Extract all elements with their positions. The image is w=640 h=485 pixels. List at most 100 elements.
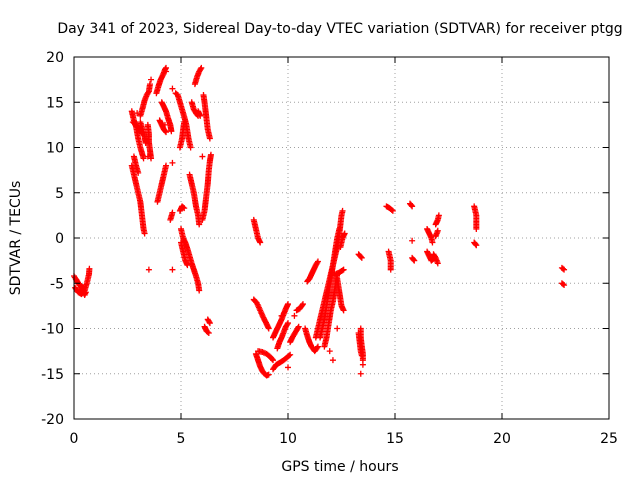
data-point <box>473 242 480 249</box>
data-point <box>265 371 272 378</box>
data-point-isolated <box>144 153 151 160</box>
data-point <box>181 119 188 126</box>
data-point-isolated <box>278 312 285 319</box>
data-point <box>358 352 365 359</box>
data-point <box>410 256 417 263</box>
data-point <box>148 155 155 162</box>
x-tick-label: 25 <box>600 431 618 447</box>
data-point <box>429 239 436 246</box>
data-point <box>339 267 346 274</box>
data-point <box>287 351 294 358</box>
data-point-isolated <box>357 370 364 377</box>
axis-ticks <box>73 56 610 420</box>
data-point <box>206 318 213 325</box>
data-point <box>257 239 264 246</box>
data-point-isolated <box>161 121 168 128</box>
y-tick-label: -5 <box>50 276 64 292</box>
data-point <box>184 262 191 269</box>
y-tick-label: -15 <box>41 367 64 383</box>
data-point <box>358 254 365 261</box>
y-tick-label: 10 <box>46 141 64 157</box>
data-point <box>561 282 568 289</box>
data-point <box>79 284 86 291</box>
data-point <box>285 320 291 327</box>
y-tick-label: 15 <box>46 95 64 111</box>
data-point <box>409 203 416 210</box>
data-point <box>434 260 441 267</box>
data-point-isolated <box>409 237 416 244</box>
data-point <box>205 330 212 337</box>
data-point <box>434 227 441 234</box>
data-point <box>358 254 365 261</box>
data-point-isolated <box>169 159 176 166</box>
data-point <box>286 352 293 359</box>
data-point-isolated <box>134 110 141 117</box>
data-point <box>314 343 321 350</box>
data-point-isolated <box>359 361 366 368</box>
data-point <box>162 128 169 135</box>
data-point <box>187 144 194 151</box>
x-tick-label: 5 <box>177 431 186 447</box>
data-point <box>340 307 347 314</box>
data-points <box>71 64 568 379</box>
data-point <box>145 89 152 96</box>
data-point-isolated <box>334 325 341 332</box>
data-point <box>295 323 302 330</box>
data-point <box>163 162 170 169</box>
data-point <box>168 128 175 135</box>
data-point <box>270 357 277 364</box>
data-point <box>197 112 204 119</box>
data-point <box>80 284 87 291</box>
y-tick-label: 20 <box>46 50 64 66</box>
data-point <box>341 230 348 237</box>
data-point <box>169 209 176 216</box>
y-tick-label: -10 <box>41 322 64 338</box>
data-point <box>340 266 347 273</box>
data-point <box>314 258 321 265</box>
data-point <box>206 135 213 142</box>
data-point <box>163 129 170 136</box>
data-point <box>473 225 480 232</box>
y-tick-label: 0 <box>55 231 64 247</box>
data-point <box>207 151 214 158</box>
data-point-isolated <box>285 364 291 371</box>
data-point-isolated <box>199 153 206 160</box>
data-point <box>339 207 346 214</box>
data-point <box>284 321 291 328</box>
data-point <box>197 66 204 73</box>
data-point <box>299 301 306 308</box>
tick-labels: 0 5 10 15 20 25 -20 -15 -10 -5 0 5 10 15 20 <box>41 50 618 447</box>
data-point <box>561 266 568 273</box>
data-point-isolated <box>169 85 176 92</box>
data-point <box>388 206 395 213</box>
data-point-isolated <box>169 266 176 273</box>
data-point-isolated <box>329 357 336 364</box>
x-tick-label: 10 <box>279 431 297 447</box>
data-point <box>294 324 301 331</box>
data-point-isolated <box>291 312 298 319</box>
data-point <box>86 265 93 272</box>
data-point <box>140 155 147 162</box>
data-point <box>336 225 343 232</box>
data-point <box>435 212 442 219</box>
x-axis-label: GPS time / hours <box>281 459 398 475</box>
chart-title: Day 341 of 2023, Sidereal Day-to-day VTE… <box>57 21 622 37</box>
data-point <box>206 320 213 327</box>
data-point <box>559 265 566 272</box>
x-tick-label: 15 <box>386 431 404 447</box>
data-point <box>135 169 142 176</box>
data-point-isolated <box>163 68 170 75</box>
data-point <box>204 329 211 336</box>
data-point <box>472 241 479 248</box>
y-axis-label: SDTVAR / TECUs <box>8 181 24 296</box>
data-point <box>299 302 306 309</box>
data-point <box>181 205 188 212</box>
data-point <box>387 266 394 273</box>
data-point-isolated <box>145 266 152 273</box>
y-tick-label: -20 <box>41 412 64 428</box>
x-tick-label: 20 <box>493 431 511 447</box>
data-point-isolated <box>148 76 155 83</box>
y-tick-label: 5 <box>55 186 64 202</box>
